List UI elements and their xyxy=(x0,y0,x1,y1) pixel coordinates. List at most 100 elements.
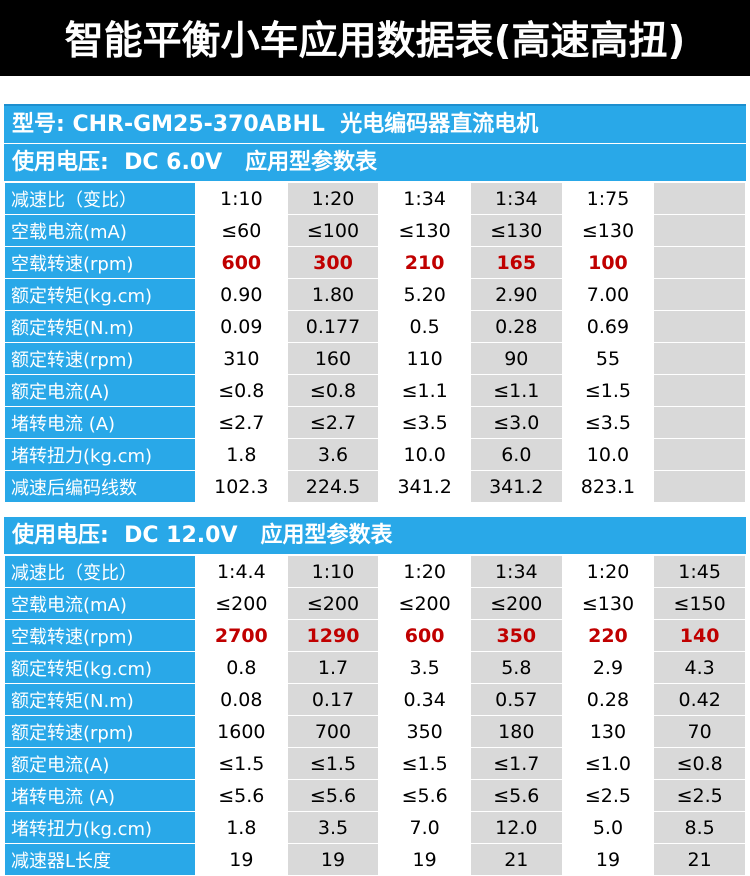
table-cell xyxy=(653,214,746,247)
table-cell: 55 xyxy=(561,342,655,375)
table-cell xyxy=(653,310,746,343)
table-cell: ≤1.1 xyxy=(378,374,471,407)
table-cell: 341.2 xyxy=(469,470,563,503)
table-cell: 600 xyxy=(378,619,471,652)
table-cell: ≤130 xyxy=(378,214,471,247)
table-cell: 1.7 xyxy=(286,651,380,684)
table-cell: 1600 xyxy=(195,715,288,748)
table-cell: 2.9 xyxy=(561,651,655,684)
table-cell: ≤200 xyxy=(286,587,380,620)
table-cell: 100 xyxy=(561,246,655,279)
table-cell: 21 xyxy=(653,843,746,876)
table-cell: 0.17 xyxy=(286,683,380,716)
table-cell: 19 xyxy=(378,843,471,876)
table-cell: ≤3.5 xyxy=(561,406,655,439)
table-cell: ≤2.7 xyxy=(286,406,380,439)
table-cell: 3.5 xyxy=(286,811,380,844)
table-cell: 1:4.4 xyxy=(195,555,288,588)
row-label: 额定电流(A) xyxy=(4,374,196,407)
table-cell: ≤1.1 xyxy=(469,374,563,407)
table-cell: 1:10 xyxy=(195,182,288,215)
table-cell: 110 xyxy=(378,342,471,375)
table-cell xyxy=(653,374,746,407)
table-cell: 310 xyxy=(195,342,288,375)
table-row: 空载转速(rpm) 600 300 210 165 100 xyxy=(4,246,746,279)
table-cell: ≤0.8 xyxy=(286,374,380,407)
table-cell: 19 xyxy=(561,843,655,876)
table-cell: 700 xyxy=(286,715,380,748)
table-cell: 1:34 xyxy=(378,182,471,215)
table-cell: 3.5 xyxy=(378,651,471,684)
table-cell: 350 xyxy=(378,715,471,748)
table-cell: 0.34 xyxy=(378,683,471,716)
table-cell: 130 xyxy=(561,715,655,748)
table-cell: ≤0.8 xyxy=(195,374,288,407)
table-cell: 165 xyxy=(469,246,563,279)
row-label: 减速后编码线数 xyxy=(4,470,196,503)
table-cell: 1.8 xyxy=(195,438,288,471)
table-row: 额定转矩(N.m) 0.08 0.17 0.34 0.57 0.28 0.42 xyxy=(4,683,746,716)
table-cell: 1290 xyxy=(286,619,380,652)
row-label: 额定转矩(N.m) xyxy=(4,683,196,716)
table-row: 堵转扭力(kg.cm) 1.8 3.5 7.0 12.0 5.0 8.5 xyxy=(4,811,746,844)
row-label: 额定电流(A) xyxy=(4,747,196,780)
table-cell: 1.8 xyxy=(195,811,288,844)
row-label: 额定转矩(kg.cm) xyxy=(4,651,196,684)
table-cell: 0.177 xyxy=(286,310,380,343)
table-cell: 1:20 xyxy=(378,555,471,588)
row-label: 堵转扭力(kg.cm) xyxy=(4,811,196,844)
table-cell: 19 xyxy=(286,843,380,876)
table-cell: ≤130 xyxy=(561,587,655,620)
table-row: 额定转矩(N.m) 0.09 0.177 0.5 0.28 0.69 xyxy=(4,310,746,343)
table-cell: 0.69 xyxy=(561,310,655,343)
table-cell: ≤0.8 xyxy=(653,747,746,780)
table-cell: ≤130 xyxy=(469,214,563,247)
table-row: 额定电流(A) ≤0.8 ≤0.8 ≤1.1 ≤1.1 ≤1.5 xyxy=(4,374,746,407)
table-cell: ≤60 xyxy=(195,214,288,247)
table-cell: 5.20 xyxy=(378,278,471,311)
table-cell: 3.6 xyxy=(286,438,380,471)
section-6v: 型号: CHR-GM25-370ABHL 光电编码器直流电机 使用电压: DC … xyxy=(4,104,746,503)
table-cell: ≤3.5 xyxy=(378,406,471,439)
spec-sheet: 型号: CHR-GM25-370ABHL 光电编码器直流电机 使用电压: DC … xyxy=(4,104,746,876)
table-cell xyxy=(653,342,746,375)
table-cell: 6.0 xyxy=(469,438,563,471)
model-line: 型号: CHR-GM25-370ABHL 光电编码器直流电机 xyxy=(4,104,746,144)
row-label: 减速器L长度 xyxy=(4,843,196,876)
table-cell: 0.5 xyxy=(378,310,471,343)
table-cell: ≤200 xyxy=(378,587,471,620)
table-row: 减速比（变比） 1:4.4 1:10 1:20 1:34 1:20 1:45 xyxy=(4,555,746,588)
table-cell: 1:10 xyxy=(286,555,380,588)
table-cell: 90 xyxy=(469,342,563,375)
table-cell: 4.3 xyxy=(653,651,746,684)
table-row: 额定转速(rpm) 1600 700 350 180 130 70 xyxy=(4,715,746,748)
table-cell xyxy=(653,406,746,439)
table-row: 空载转速(rpm) 2700 1290 600 350 220 140 xyxy=(4,619,746,652)
table-cell: 70 xyxy=(653,715,746,748)
table-cell: 2700 xyxy=(195,619,288,652)
row-label: 空载电流(mA) xyxy=(4,587,196,620)
row-label: 堵转电流 (A) xyxy=(4,406,196,439)
table-cell xyxy=(653,182,746,215)
table-row: 减速后编码线数 102.3 224.5 341.2 341.2 823.1 xyxy=(4,470,746,503)
spec-table: 减速比（变比） 1:10 1:20 1:34 1:34 1:75 空载电流(mA) ≤60 ≤1… xyxy=(4,182,746,503)
table-cell: ≤1.7 xyxy=(469,747,563,780)
table-cell: ≤100 xyxy=(286,214,380,247)
table-cell: 12.0 xyxy=(469,811,563,844)
table-cell: 5.8 xyxy=(469,651,563,684)
page-title: 智能平衡小车应用数据表(高速高扭) xyxy=(0,0,750,76)
table-cell: ≤2.7 xyxy=(195,406,288,439)
table-row: 空载电流(mA) ≤200 ≤200 ≤200 ≤200 ≤130 ≤150 xyxy=(4,587,746,620)
row-label: 额定转速(rpm) xyxy=(4,342,196,375)
table-cell: 0.42 xyxy=(653,683,746,716)
table-cell: 2.90 xyxy=(469,278,563,311)
table-cell: 5.0 xyxy=(561,811,655,844)
table-cell: 0.8 xyxy=(195,651,288,684)
table-cell: 300 xyxy=(286,246,380,279)
table-cell: ≤1.5 xyxy=(286,747,380,780)
table-cell: 220 xyxy=(561,619,655,652)
table-cell: ≤1.5 xyxy=(195,747,288,780)
section-header: 使用电压: DC 12.0V 应用型参数表 xyxy=(4,517,746,555)
table-cell: 210 xyxy=(378,246,471,279)
table-cell xyxy=(653,438,746,471)
